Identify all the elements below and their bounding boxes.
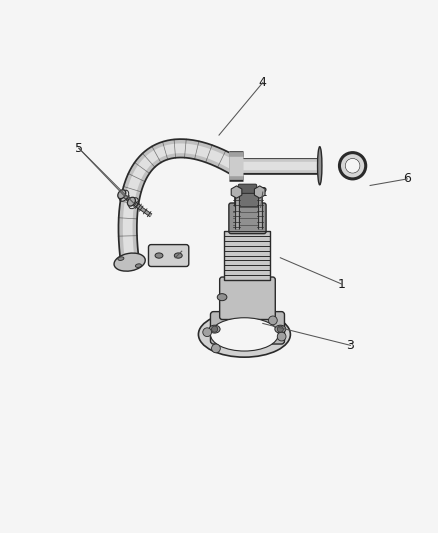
Text: 2: 2 [259,185,267,198]
Ellipse shape [155,253,163,258]
Ellipse shape [275,325,286,333]
FancyBboxPatch shape [235,190,260,207]
Circle shape [268,316,277,325]
Text: 1: 1 [338,278,346,290]
Ellipse shape [217,294,227,301]
Text: 4: 4 [259,76,267,89]
FancyBboxPatch shape [229,203,266,233]
Text: 7: 7 [171,251,179,264]
Ellipse shape [114,253,145,271]
Text: 5: 5 [75,142,83,155]
Circle shape [277,332,286,341]
Polygon shape [254,186,265,198]
Polygon shape [224,231,270,280]
Text: 6: 6 [403,172,411,185]
FancyBboxPatch shape [219,277,275,319]
Ellipse shape [118,257,124,261]
Circle shape [339,152,366,179]
Ellipse shape [135,264,141,268]
Ellipse shape [127,197,135,206]
Circle shape [212,344,220,353]
Ellipse shape [318,147,322,185]
Circle shape [346,159,360,173]
FancyBboxPatch shape [238,184,257,193]
Ellipse shape [209,325,220,333]
Ellipse shape [174,253,182,258]
Circle shape [277,326,283,332]
FancyBboxPatch shape [148,245,189,266]
Text: 3: 3 [346,339,354,352]
FancyBboxPatch shape [210,312,285,344]
Circle shape [203,328,212,336]
Ellipse shape [198,312,290,357]
Ellipse shape [118,190,126,199]
Ellipse shape [211,318,279,351]
Circle shape [212,326,218,332]
Polygon shape [231,186,242,198]
